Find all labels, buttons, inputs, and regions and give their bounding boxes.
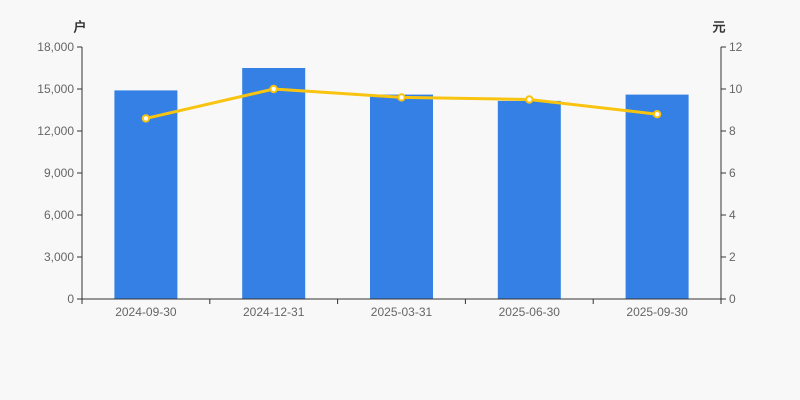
bar-2024-12-31[interactable] <box>242 68 306 299</box>
line-point-2025-03-31[interactable] <box>397 93 406 102</box>
right-axis-tick-label: 6 <box>729 166 736 180</box>
bar-2025-06-30[interactable] <box>497 100 561 300</box>
left-axis-tick-label: 0 <box>67 292 74 306</box>
bar-2025-09-30[interactable] <box>625 94 689 299</box>
bar-2025-03-31[interactable] <box>370 94 433 299</box>
right-axis-tick-label: 8 <box>729 124 736 138</box>
x-axis-category-label: 2024-12-31 <box>243 305 305 319</box>
line-point-2025-06-30[interactable] <box>525 95 534 104</box>
right-axis-tick-label: 10 <box>729 82 743 96</box>
x-axis-category-label: 2025-06-30 <box>499 305 561 319</box>
line-point-2024-12-31[interactable] <box>269 84 278 94</box>
left-axis-unit-label: 户 <box>73 19 87 35</box>
right-axis-tick-label: 2 <box>729 250 736 264</box>
right-axis-tick-label: 0 <box>729 292 736 306</box>
left-axis-tick-label: 12,000 <box>37 124 74 138</box>
right-axis-unit-label: 元 <box>712 19 726 35</box>
right-axis-tick-label: 4 <box>729 208 736 222</box>
x-axis-category-label: 2025-03-31 <box>371 305 433 319</box>
line-point-2025-09-30[interactable] <box>652 110 662 119</box>
left-axis-tick-label: 3,000 <box>44 250 74 264</box>
line-point-2024-09-30[interactable] <box>141 114 151 123</box>
right-axis-tick-label: 12 <box>729 40 743 54</box>
bar-2024-09-30[interactable] <box>114 90 178 300</box>
left-axis-tick-label: 18,000 <box>37 40 74 54</box>
left-axis-tick-label: 15,000 <box>37 82 74 96</box>
x-axis-category-label: 2025-09-30 <box>626 305 688 319</box>
x-axis-category-label: 2024-09-30 <box>115 305 177 319</box>
left-axis-tick-label: 6,000 <box>44 208 74 222</box>
left-axis-tick-label: 9,000 <box>44 166 74 180</box>
